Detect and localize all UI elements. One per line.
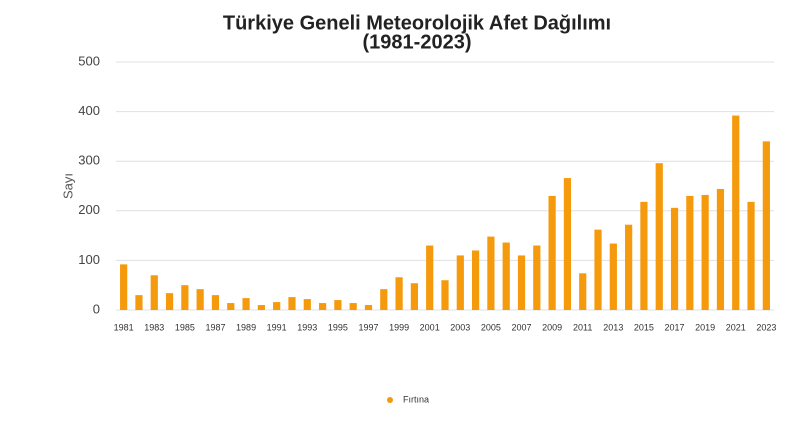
bar	[655, 163, 663, 310]
bar	[747, 201, 755, 310]
bar	[594, 229, 602, 310]
y-tick-label: 200	[78, 202, 100, 217]
bar	[257, 305, 265, 310]
x-tick-label: 2013	[603, 322, 623, 332]
bar	[762, 141, 770, 310]
x-tick-label: 2017	[665, 322, 685, 332]
bar	[181, 285, 189, 310]
x-tick-label: 2011	[573, 322, 592, 332]
bar	[579, 273, 587, 310]
bar	[288, 297, 296, 310]
bar	[686, 195, 694, 310]
bar	[625, 224, 633, 310]
bar	[441, 280, 449, 310]
y-tick-label: 400	[78, 103, 100, 118]
x-tick-label: 2009	[542, 322, 562, 332]
bar	[487, 236, 495, 310]
x-tick-label: 1989	[236, 322, 256, 332]
y-axis-label: Sayı	[60, 173, 75, 199]
x-tick-label: 2001	[420, 322, 440, 332]
bar	[609, 243, 617, 310]
bar	[640, 201, 648, 310]
bar	[273, 302, 281, 310]
x-tick-label: 1993	[297, 322, 317, 332]
x-tick-label: 1997	[358, 322, 378, 332]
x-tick-label: 1987	[205, 322, 225, 332]
x-tick-label: 2019	[695, 322, 715, 332]
x-tick-label: 1985	[175, 322, 195, 332]
bar	[135, 295, 143, 310]
x-tick-label: 1981	[114, 322, 134, 332]
y-tick-label: 100	[78, 252, 100, 267]
bar	[242, 298, 250, 310]
legend-marker	[387, 397, 393, 403]
bar	[472, 250, 480, 310]
bar	[701, 194, 709, 310]
bar	[563, 178, 572, 310]
x-tick-label: 2007	[511, 322, 531, 332]
x-tick-label: 2023	[756, 322, 776, 332]
bar	[456, 255, 464, 310]
chart-title: Türkiye Geneli Meteorolojik Afet Dağılım…	[223, 12, 611, 34]
bar	[150, 275, 158, 310]
bar	[670, 207, 679, 310]
y-tick-label: 300	[78, 153, 100, 168]
bar	[364, 305, 373, 310]
x-tick-label: 1995	[328, 322, 348, 332]
bar	[548, 195, 556, 310]
x-tick-label: 2005	[481, 322, 501, 332]
y-tick-label: 0	[93, 301, 100, 316]
bar	[334, 300, 342, 310]
x-tick-label: 1999	[389, 322, 409, 332]
bar	[165, 293, 174, 310]
bar	[716, 188, 725, 310]
y-tick-label: 500	[78, 53, 100, 68]
bar	[120, 264, 128, 310]
x-tick-label: 1983	[144, 322, 164, 332]
bar	[380, 289, 388, 310]
bar	[211, 295, 220, 310]
x-tick-label: 2021	[726, 322, 746, 332]
bar	[349, 303, 357, 310]
bar	[227, 303, 235, 310]
bar	[732, 115, 740, 311]
bar	[533, 245, 541, 310]
chart-subtitle: (1981-2023)	[363, 31, 472, 53]
bar	[395, 277, 403, 310]
x-tick-label: 1991	[267, 322, 287, 332]
bar	[410, 283, 418, 310]
bar	[318, 303, 327, 310]
bar	[426, 245, 434, 310]
legend-label: Fırtına	[403, 394, 429, 404]
bar	[196, 289, 204, 310]
x-tick-label: 2015	[634, 322, 654, 332]
bar	[517, 255, 526, 310]
x-tick-label: 2003	[450, 322, 470, 332]
bar	[303, 299, 311, 310]
bar	[502, 242, 510, 310]
